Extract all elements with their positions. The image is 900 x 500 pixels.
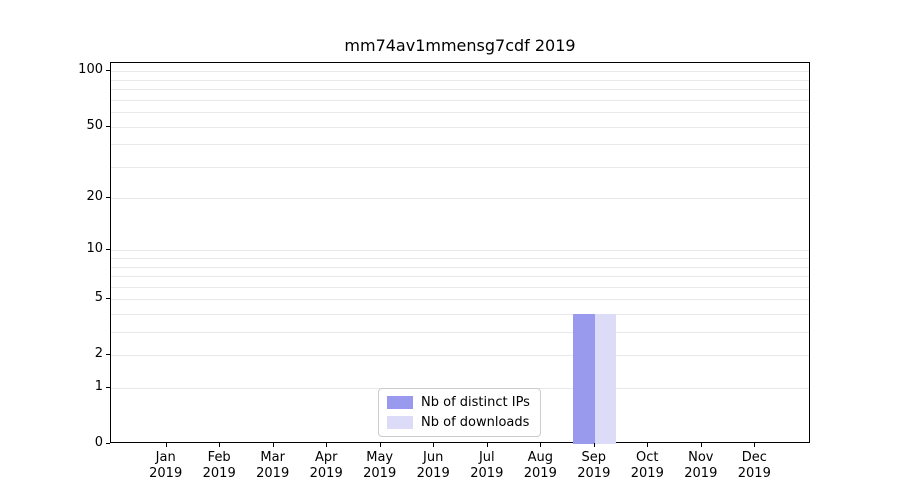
y-gridline xyxy=(111,355,809,357)
y-gridline xyxy=(111,126,809,128)
legend-label-downloads: Nb of downloads xyxy=(421,415,530,430)
legend-row-downloads: Nb of downloads xyxy=(387,415,530,430)
y-tick-label: 100 xyxy=(78,62,103,78)
y-gridline xyxy=(111,258,809,260)
x-tick-mark xyxy=(700,443,702,447)
x-tick-mark xyxy=(326,443,328,447)
x-tick-label: Dec 2019 xyxy=(737,450,771,481)
y-gridline xyxy=(111,250,809,252)
legend-row-distinct-ips: Nb of distinct IPs xyxy=(387,395,530,410)
y-gridline xyxy=(111,99,809,101)
x-tick-mark xyxy=(379,443,381,447)
x-tick-label: Sep 2019 xyxy=(577,450,611,481)
y-tick-label: 2 xyxy=(94,346,103,362)
y-tick-label: 1 xyxy=(94,379,103,394)
x-tick-mark xyxy=(593,443,595,447)
x-tick-label: Aug 2019 xyxy=(523,450,557,481)
x-tick-label: Jun 2019 xyxy=(416,450,450,481)
x-tick-label: Mar 2019 xyxy=(256,450,290,481)
x-tick-mark xyxy=(165,443,167,447)
x-tick-mark xyxy=(272,443,274,447)
y-gridline xyxy=(111,79,809,81)
x-tick-label: Jan 2019 xyxy=(149,450,183,481)
y-gridline xyxy=(111,286,809,288)
y-gridline xyxy=(111,314,809,315)
y-tick-label: 0 xyxy=(94,435,103,450)
x-tick-label: May 2019 xyxy=(363,450,397,481)
x-tick-mark xyxy=(486,443,488,447)
x-tick-label: Feb 2019 xyxy=(202,450,236,481)
x-tick-label: Apr 2019 xyxy=(309,450,343,481)
y-tick-label: 50 xyxy=(86,117,103,133)
legend: Nb of distinct IPs Nb of downloads xyxy=(378,388,541,437)
y-gridline xyxy=(111,112,809,114)
y-tick-mark xyxy=(106,197,110,199)
y-gridline xyxy=(111,71,809,73)
y-tick-label: 20 xyxy=(86,189,103,205)
y-tick-mark xyxy=(106,70,110,72)
y-tick-mark xyxy=(106,125,110,127)
legend-swatch-distinct-ips xyxy=(387,396,413,409)
y-gridline xyxy=(111,266,809,268)
plot-area xyxy=(110,62,810,444)
y-gridline xyxy=(111,144,809,146)
y-gridline xyxy=(111,89,809,91)
bar-distinct-ips xyxy=(573,314,595,444)
y-tick-mark xyxy=(106,443,110,444)
y-tick-mark xyxy=(106,354,110,356)
y-tick-mark xyxy=(106,298,110,300)
y-gridline xyxy=(111,276,809,278)
y-tick-mark xyxy=(106,387,110,388)
x-tick-label: Oct 2019 xyxy=(630,450,664,481)
legend-label-distinct-ips: Nb of distinct IPs xyxy=(421,395,530,410)
x-tick-mark xyxy=(433,443,435,447)
y-gridline xyxy=(111,166,809,168)
bar-downloads xyxy=(594,314,617,444)
x-tick-mark xyxy=(754,443,756,447)
x-tick-label: Nov 2019 xyxy=(684,450,718,481)
x-tick-label: Jul 2019 xyxy=(470,450,504,481)
y-gridline xyxy=(111,299,809,301)
x-tick-mark xyxy=(540,443,542,447)
y-tick-mark xyxy=(106,249,110,251)
chart-title: mm74av1mmensg7cdf 2019 xyxy=(344,36,576,55)
y-gridline xyxy=(111,198,809,200)
y-tick-label: 10 xyxy=(86,241,103,257)
x-tick-mark xyxy=(647,443,649,447)
x-tick-mark xyxy=(219,443,221,447)
y-gridline xyxy=(111,332,809,334)
y-tick-label: 5 xyxy=(94,290,103,306)
legend-swatch-downloads xyxy=(387,416,413,429)
